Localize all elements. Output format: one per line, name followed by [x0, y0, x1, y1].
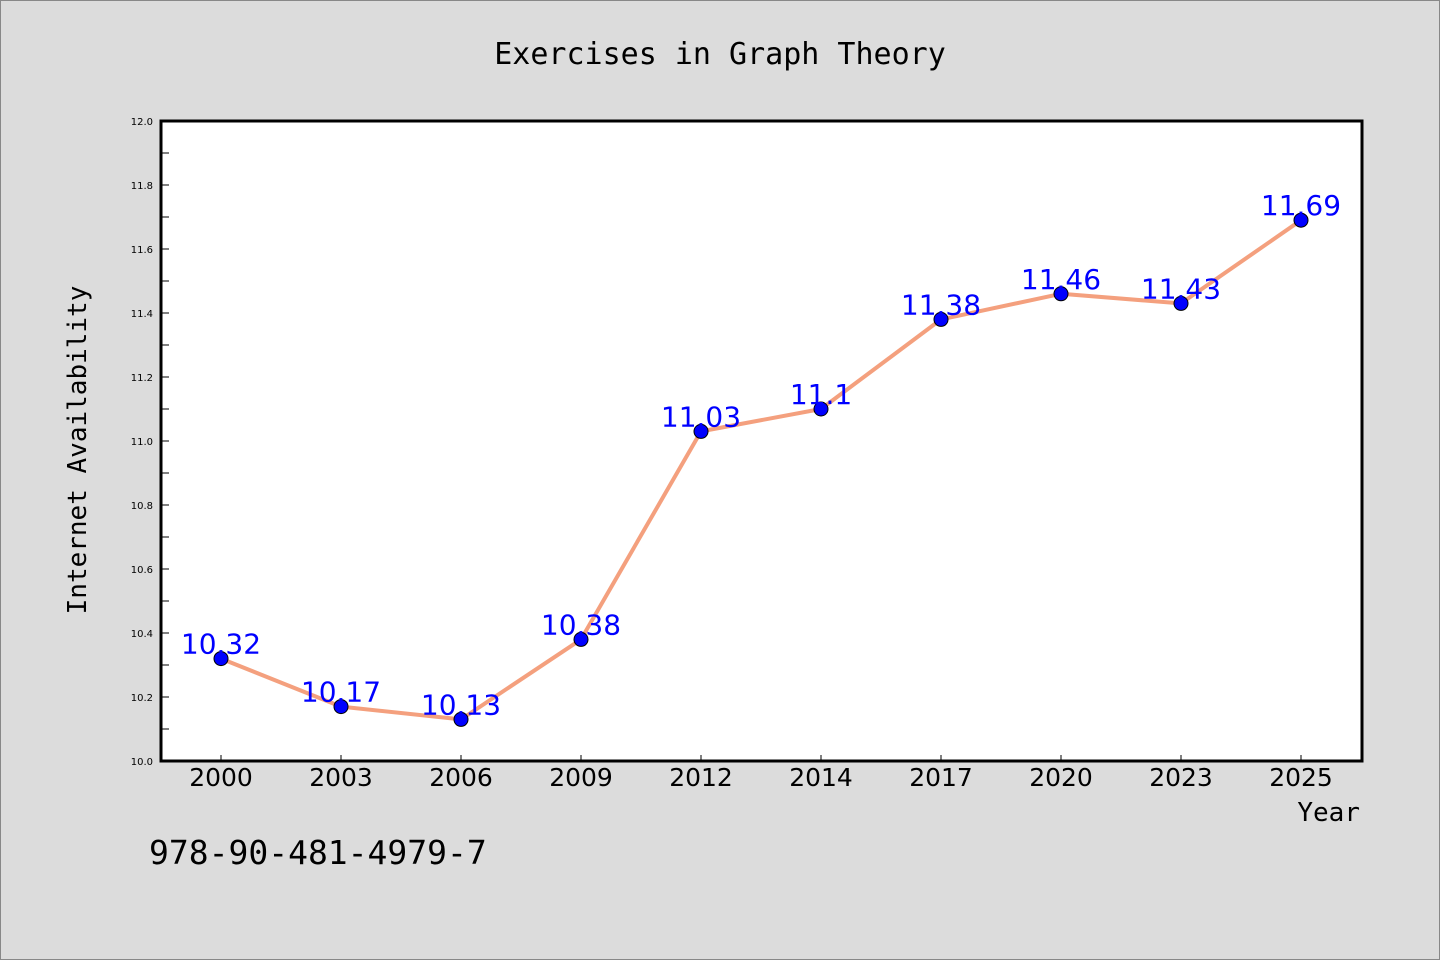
data-point — [1293, 212, 1309, 228]
x-tick-label: 2003 — [309, 763, 373, 792]
data-point — [333, 699, 349, 715]
data-point — [453, 711, 469, 727]
data-point — [813, 401, 829, 417]
y-tick-label: 11.8 — [131, 181, 153, 192]
x-tick-label: 2009 — [549, 763, 613, 792]
data-label: 10.13 — [421, 688, 501, 721]
y-tick-label: 10.8 — [131, 501, 153, 512]
data-label: 10.32 — [181, 628, 261, 661]
data-point — [573, 631, 589, 647]
y-tick-label: 11.2 — [131, 373, 153, 384]
data-point — [1173, 295, 1189, 311]
data-label: 10.38 — [541, 608, 621, 641]
data-point — [693, 423, 709, 439]
series-markers-group — [213, 212, 1309, 727]
data-label: 10.17 — [301, 676, 381, 709]
x-tick-label: 2006 — [429, 763, 493, 792]
data-label: 11.03 — [661, 400, 741, 433]
data-label: 11.38 — [901, 288, 981, 321]
x-tick-label: 2000 — [189, 763, 253, 792]
y-tick-label: 10.4 — [131, 629, 153, 640]
x-tick-label: 2025 — [1269, 763, 1333, 792]
y-axis: 10.0 10.2 10.4 10.6 10.8 11.0 11.2 11.4 11.6 11.8… — [131, 117, 169, 768]
y-tick-label: 10.6 — [131, 565, 153, 576]
x-tick-label: 2020 — [1029, 763, 1093, 792]
y-tick-label: 10.0 — [131, 757, 153, 768]
x-tick-label: 2014 — [789, 763, 853, 792]
chart-title: Exercises in Graph Theory — [494, 37, 946, 72]
data-point — [933, 311, 949, 327]
y-tick-label: 11.4 — [131, 309, 153, 320]
data-label: 11.1 — [790, 378, 852, 411]
series-line-group — [219, 218, 1303, 722]
x-axis-label: Year — [1297, 798, 1360, 828]
plot-area — [159, 119, 1364, 763]
data-label: 11.43 — [1141, 272, 1221, 305]
x-tick-label: 2017 — [909, 763, 973, 792]
data-label: 11.69 — [1261, 189, 1341, 222]
y-tick-label: 10.2 — [131, 693, 153, 704]
y-axis-label: Internet Availability — [63, 286, 93, 615]
data-point — [1053, 286, 1069, 302]
data-point — [213, 651, 229, 667]
y-tick-label: 11.6 — [131, 245, 153, 256]
y-tick-label: 12.0 — [131, 117, 153, 128]
isbn-text: 978-90-481-4979-7 — [149, 833, 487, 872]
x-axis: 2000 2003 2006 2009 2012 2014 2017 2020 2023 2025 — [189, 755, 1333, 792]
x-tick-label: 2012 — [669, 763, 733, 792]
data-label: 11.46 — [1021, 263, 1101, 296]
y-tick-label: 11.0 — [131, 437, 153, 448]
data-labels-group: 10.32 10.17 10.13 10.38 11.03 11.1 11.38 11.46 1… — [181, 189, 1341, 721]
x-tick-label: 2023 — [1149, 763, 1213, 792]
series-line — [219, 218, 1303, 722]
